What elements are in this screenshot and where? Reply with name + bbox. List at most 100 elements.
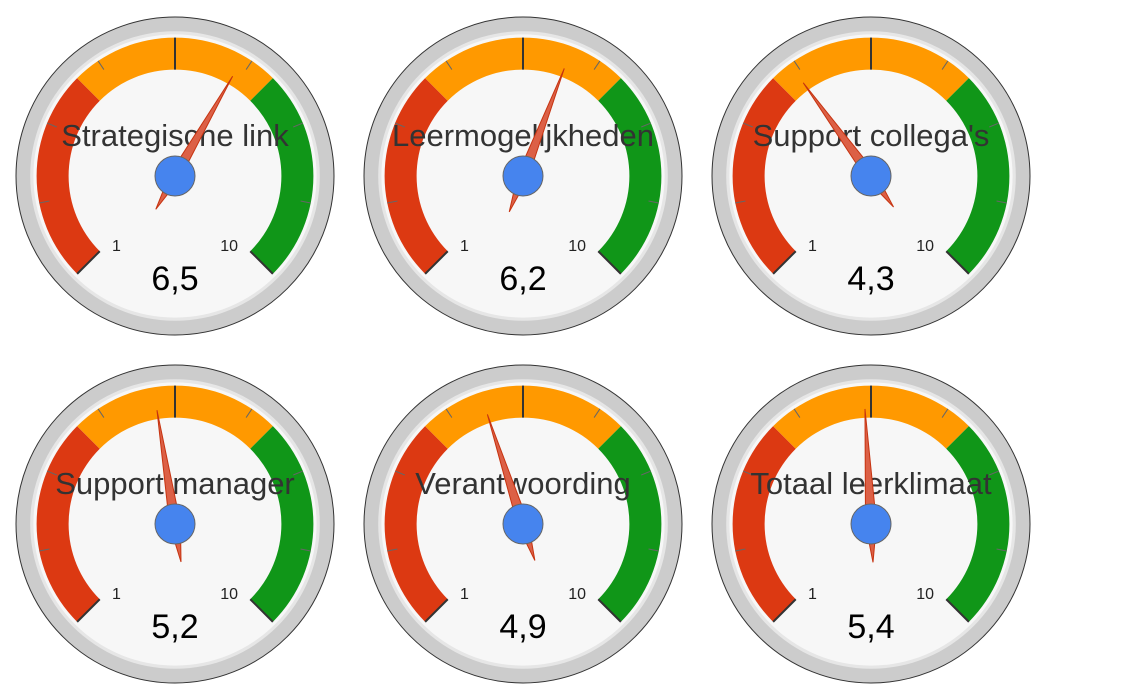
gauge-value: 5,2 xyxy=(151,608,198,646)
gauge-hub xyxy=(850,155,892,197)
gauge-max-label: 10 xyxy=(568,586,586,603)
gauge-band-0 xyxy=(36,78,100,274)
gauge-1: 1 10 Leermogelijkheden 6,2 xyxy=(363,16,683,336)
gauge-minor-tick xyxy=(245,60,253,70)
gauge-minor-tick xyxy=(593,60,601,70)
gauge-minor-tick xyxy=(300,200,311,204)
gauge-max-label: 10 xyxy=(916,238,934,255)
gauge-minor-tick xyxy=(941,408,949,418)
gauge-minor-tick xyxy=(445,60,453,70)
gauge-band-2 xyxy=(598,78,662,274)
gauge-band-0 xyxy=(36,426,100,622)
gauge-minor-tick xyxy=(641,122,652,128)
gauge-value: 6,2 xyxy=(499,260,546,298)
gauge-start-tick xyxy=(772,598,797,623)
gauge-start-tick xyxy=(772,250,797,275)
gauge-0: 1 10 Strategische link 6,5 xyxy=(15,16,335,336)
gauge-min-label: 1 xyxy=(808,238,817,255)
gauge-min-label: 1 xyxy=(112,586,121,603)
gauge-band-2 xyxy=(946,78,1010,274)
gauge-minor-tick xyxy=(593,408,601,418)
gauge-minor-tick xyxy=(989,122,1000,128)
gauge-max-label: 10 xyxy=(568,238,586,255)
gauge-hub xyxy=(154,503,196,545)
gauge-hub xyxy=(850,503,892,545)
gauge-max-label: 10 xyxy=(916,586,934,603)
gauge-label: Verantwoording xyxy=(415,466,630,501)
gauge-end-tick xyxy=(945,250,970,275)
gauge-band-0 xyxy=(732,426,796,622)
gauge-end-tick xyxy=(597,598,622,623)
gauge-minor-tick xyxy=(941,60,949,70)
gauge-minor-tick xyxy=(46,122,57,128)
gauge-max-label: 10 xyxy=(220,586,238,603)
gauge-svg: 1 10 Support collega's 4,3 xyxy=(711,16,1031,336)
gauge-minor-tick xyxy=(97,60,105,70)
gauge-label: Leermogelijkheden xyxy=(392,118,654,153)
gauge-svg: 1 10 Strategische link 6,5 xyxy=(15,16,335,336)
gauge-minor-tick xyxy=(97,408,105,418)
gauge-start-tick xyxy=(424,598,449,623)
gauge-hub xyxy=(502,155,544,197)
gauge-band-0 xyxy=(384,78,448,274)
gauge-minor-tick xyxy=(387,548,398,552)
gauge-min-label: 1 xyxy=(112,238,121,255)
gauge-start-tick xyxy=(76,598,101,623)
gauge-minor-tick xyxy=(742,470,753,476)
gauge-minor-tick xyxy=(735,548,746,552)
gauge-minor-tick xyxy=(989,470,1000,476)
gauge-end-tick xyxy=(249,250,274,275)
gauge-minor-tick xyxy=(793,60,801,70)
gauge-min-label: 1 xyxy=(460,586,469,603)
gauge-minor-tick xyxy=(735,200,746,204)
gauge-minor-tick xyxy=(46,470,57,476)
gauge-minor-tick xyxy=(39,200,50,204)
gauge-max-label: 10 xyxy=(220,238,238,255)
gauge-band-2 xyxy=(250,426,314,622)
gauge-value: 5,4 xyxy=(847,608,894,646)
gauge-value: 6,5 xyxy=(151,260,198,298)
gauge-minor-tick xyxy=(293,122,304,128)
gauge-4: 1 10 Verantwoording 4,9 xyxy=(363,364,683,684)
gauge-band-2 xyxy=(946,426,1010,622)
gauge-min-label: 1 xyxy=(460,238,469,255)
gauge-svg: 1 10 Leermogelijkheden 6,2 xyxy=(363,16,683,336)
gauge-minor-tick xyxy=(648,548,659,552)
gauge-minor-tick xyxy=(996,200,1007,204)
gauge-label: Support collega's xyxy=(753,118,990,153)
gauge-start-tick xyxy=(424,250,449,275)
gauge-minor-tick xyxy=(793,408,801,418)
gauge-minor-tick xyxy=(641,470,652,476)
gauge-minor-tick xyxy=(300,548,311,552)
gauge-end-tick xyxy=(597,250,622,275)
gauge-5: 1 10 Totaal leerklimaat 5,4 xyxy=(711,364,1031,684)
gauge-min-label: 1 xyxy=(808,586,817,603)
gauge-minor-tick xyxy=(742,122,753,128)
gauge-minor-tick xyxy=(39,548,50,552)
gauge-hub xyxy=(154,155,196,197)
gauge-hub xyxy=(502,503,544,545)
gauge-value: 4,3 xyxy=(847,260,894,298)
gauge-label: Strategische link xyxy=(61,118,289,153)
gauge-minor-tick xyxy=(394,470,405,476)
gauge-minor-tick xyxy=(293,470,304,476)
gauge-band-2 xyxy=(598,426,662,622)
gauge-value: 4,9 xyxy=(499,608,546,646)
gauge-svg: 1 10 Verantwoording 4,9 xyxy=(363,364,683,684)
gauge-3: 1 10 Support manager 5,2 xyxy=(15,364,335,684)
gauge-band-0 xyxy=(384,426,448,622)
gauge-start-tick xyxy=(76,250,101,275)
gauge-2: 1 10 Support collega's 4,3 xyxy=(711,16,1031,336)
gauge-minor-tick xyxy=(648,200,659,204)
gauge-end-tick xyxy=(249,598,274,623)
gauge-minor-tick xyxy=(996,548,1007,552)
gauge-end-tick xyxy=(945,598,970,623)
gauge-minor-tick xyxy=(245,408,253,418)
gauge-band-0 xyxy=(732,78,796,274)
gauge-band-2 xyxy=(250,78,314,274)
gauge-minor-tick xyxy=(445,408,453,418)
gauge-minor-tick xyxy=(394,122,405,128)
